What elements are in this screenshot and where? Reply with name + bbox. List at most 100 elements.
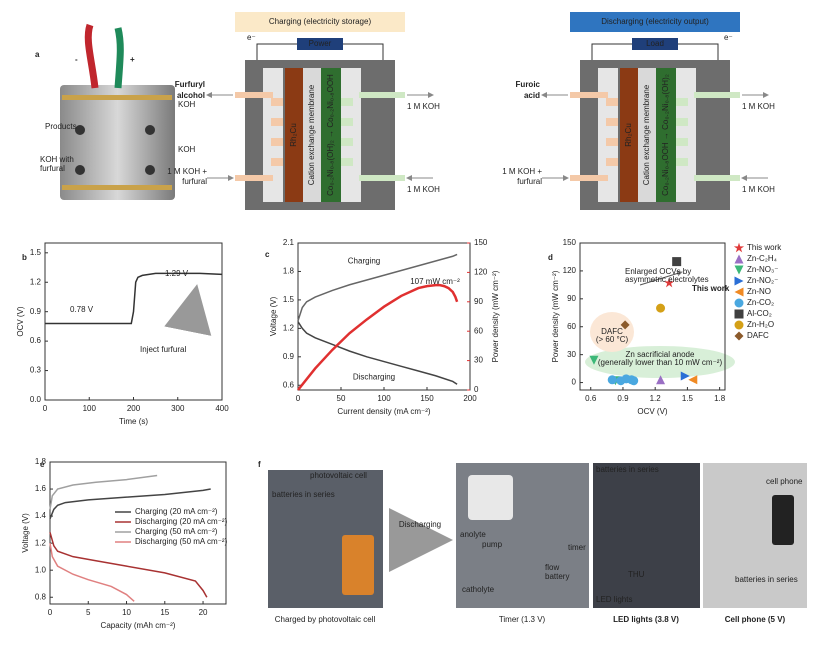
x-tick-label: 10 <box>122 608 131 617</box>
plot-frame <box>579 242 726 391</box>
channel <box>676 158 688 166</box>
y-tick-label: 0 <box>572 378 577 387</box>
anode <box>620 68 638 202</box>
y-tick-label: 1.5 <box>283 295 295 304</box>
label: alcohol <box>177 91 205 100</box>
y-tick-label: 1.8 <box>35 457 47 466</box>
point <box>688 375 698 385</box>
pump-photo <box>468 475 513 520</box>
y-tick-label: 1.0 <box>35 565 47 574</box>
channel <box>606 98 618 106</box>
x-tick-label: 0 <box>43 404 48 413</box>
photo-label: catholyte <box>462 585 495 594</box>
legend-label: Zn-H₂O <box>747 320 774 329</box>
annotation: (> 60 °C) <box>596 335 629 344</box>
channel <box>676 138 688 146</box>
cell-photo <box>60 85 175 200</box>
annotation: Inject furfural <box>140 345 186 354</box>
channel <box>676 98 688 106</box>
photo-label: timer <box>568 543 586 552</box>
x-tick-label: 1.8 <box>714 394 726 403</box>
source-box <box>297 38 343 50</box>
y-tick-label: 0.6 <box>30 336 42 345</box>
label: Rh₂Cu <box>624 123 633 147</box>
channel <box>606 158 618 166</box>
pipe <box>235 92 273 98</box>
y2-tick-label: 60 <box>474 326 483 335</box>
y-tick-label: 90 <box>567 294 576 303</box>
label: + <box>130 55 135 64</box>
photo-label: cell phone <box>766 477 803 486</box>
photo-label: batteries in series <box>272 490 335 499</box>
x-tick-label: 200 <box>463 394 477 403</box>
channel <box>341 118 353 126</box>
legend-label: Charging (20 mA cm⁻²) <box>135 507 218 516</box>
label: Products <box>45 122 77 131</box>
legend-label: Zn-NO₂⁻ <box>747 276 778 285</box>
caption: Charged by photovoltaic cell <box>275 615 376 624</box>
label: Load <box>646 39 664 48</box>
panel-label: f <box>258 460 261 469</box>
x-tick-label: 100 <box>83 404 97 413</box>
y-tick-label: 1.4 <box>35 511 47 520</box>
led-text: THU <box>628 570 645 579</box>
bolt <box>75 125 85 135</box>
channel <box>271 158 283 166</box>
bolt <box>75 165 85 175</box>
y-tick-label: 0.0 <box>30 395 42 404</box>
photo-label: batteries in series <box>735 575 798 584</box>
region <box>590 312 634 352</box>
y-tick-label: 1.5 <box>30 248 42 257</box>
flow-left <box>263 68 283 202</box>
x-tick-label: 300 <box>171 404 185 413</box>
x-tick-label: 200 <box>127 404 141 413</box>
pipe <box>235 175 273 181</box>
point <box>734 309 744 319</box>
x-axis-label: Time (s) <box>119 417 148 426</box>
point <box>607 375 617 385</box>
x-tick-label: 5 <box>86 608 91 617</box>
pipe <box>570 175 608 181</box>
channel <box>271 118 283 126</box>
y2-tick-label: 150 <box>474 238 488 247</box>
label: KOH <box>178 100 196 109</box>
arrow-label: Discharging <box>399 520 441 529</box>
y-tick-label: 0.9 <box>283 352 295 361</box>
point <box>656 303 666 313</box>
pipe <box>359 175 405 181</box>
panel-label: e <box>40 460 45 469</box>
y-axis-label: Voltage (V) <box>269 296 278 336</box>
y-axis-label: OCV (V) <box>16 306 25 337</box>
line <box>297 321 458 385</box>
label: 1 M KOH + <box>167 167 207 176</box>
legend-label: Zn-NO₃⁻ <box>747 265 778 274</box>
photo-label: batteries in series <box>596 465 659 474</box>
x-tick-label: 1.2 <box>650 394 662 403</box>
x-tick-label: 400 <box>215 404 229 413</box>
pipe <box>570 92 608 98</box>
label: Rh₂Cu <box>289 123 298 147</box>
y-tick-label: 0.8 <box>35 592 47 601</box>
legend-label: Zn-CO₂ <box>747 298 774 307</box>
annotation: asymmetric electrolytes <box>625 275 709 284</box>
diagram-title: Charging (electricity storage) <box>269 17 372 26</box>
y-axis-label: Power density (mW cm⁻²) <box>551 270 560 362</box>
label: 1 M KOH <box>407 102 440 111</box>
y2-axis-label: Power density (mW cm⁻²) <box>491 270 500 362</box>
line <box>297 283 459 391</box>
y-tick-label: 150 <box>563 238 577 247</box>
y-tick-label: 0.6 <box>283 380 295 389</box>
photo-label: pump <box>482 540 503 549</box>
legend-label: Charging (50 mA cm⁻²) <box>135 527 218 536</box>
channel <box>676 118 688 126</box>
y-tick-label: 1.2 <box>30 277 42 286</box>
point <box>734 298 744 308</box>
line <box>49 543 135 602</box>
label: furfural <box>40 164 65 173</box>
y-tick-label: 1.8 <box>283 267 295 276</box>
line <box>297 253 458 321</box>
flow-left <box>598 68 618 202</box>
label: 1 M KOH <box>742 102 775 111</box>
point <box>629 376 639 386</box>
photo-led <box>593 463 700 608</box>
